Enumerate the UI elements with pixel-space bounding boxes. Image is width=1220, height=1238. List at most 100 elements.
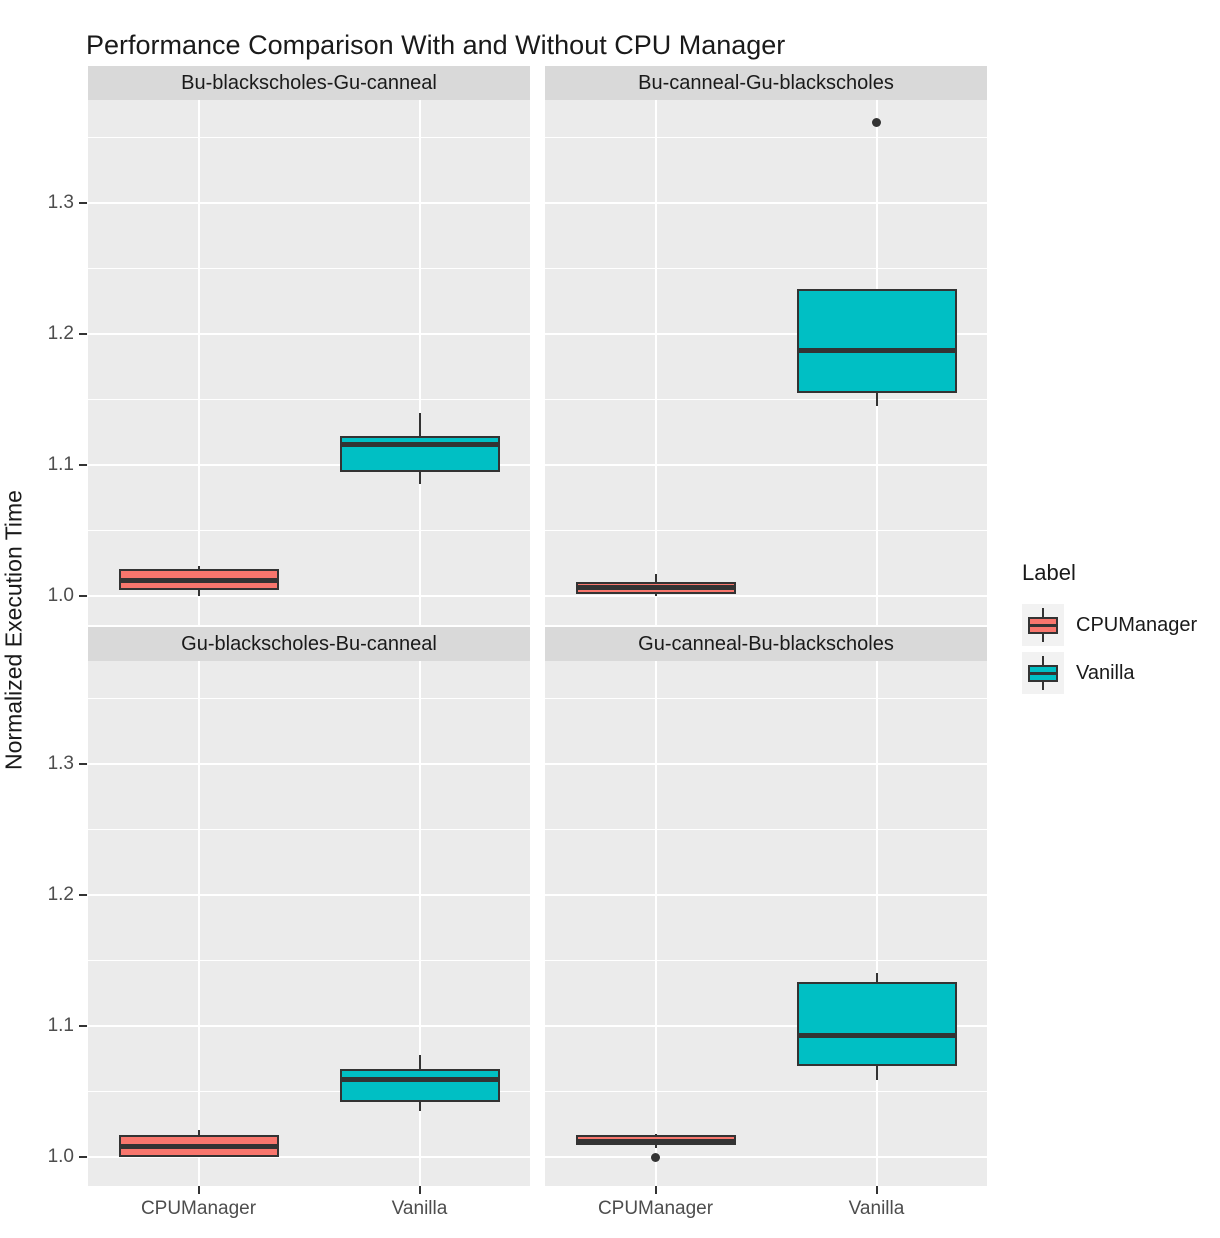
minor-gridline (545, 960, 987, 962)
y-tick-label: 1.2 (47, 884, 74, 906)
legend: Label CPUManager Vanilla (1022, 560, 1197, 700)
major-gridline (545, 763, 987, 766)
median-line (796, 347, 957, 353)
y-tick-mark (79, 894, 87, 897)
minor-gridline (545, 530, 987, 532)
median-line (575, 1138, 736, 1144)
legend-key (1022, 604, 1064, 646)
major-gridline (88, 1025, 530, 1028)
major-gridline (545, 333, 987, 336)
major-gridline (88, 202, 530, 205)
major-gridline-x (197, 100, 200, 625)
lower-whisker (654, 1145, 657, 1149)
y-tick-mark (79, 1156, 87, 1159)
major-gridline-x (654, 661, 657, 1186)
lower-whisker (875, 1065, 878, 1080)
median-line (339, 1077, 500, 1083)
minor-gridline (545, 268, 987, 270)
minor-gridline (88, 829, 530, 831)
y-tick-mark (79, 202, 87, 205)
facet-panel (545, 100, 987, 625)
facet-strip: Gu-canneal-Bu-blackscholes (545, 627, 987, 661)
y-tick-mark (79, 763, 87, 766)
median-line (339, 441, 500, 447)
facet-panel (545, 661, 987, 1186)
minor-gridline (88, 399, 530, 401)
minor-gridline (88, 137, 530, 139)
legend-label: Vanilla (1076, 661, 1135, 684)
legend-item-vanilla: Vanilla (1022, 652, 1197, 694)
legend-title: Label (1022, 560, 1076, 585)
x-tick-mark (654, 1186, 657, 1194)
major-gridline (88, 763, 530, 766)
y-tick-mark (79, 464, 87, 467)
y-tick-mark (79, 1025, 87, 1028)
median-line (575, 584, 736, 590)
minor-gridline (545, 698, 987, 700)
major-gridline (545, 1156, 987, 1159)
minor-gridline (88, 268, 530, 270)
minor-gridline (88, 1091, 530, 1093)
major-gridline (545, 595, 987, 598)
y-tick-label: 1.0 (47, 585, 74, 607)
legend-key-median (1030, 624, 1056, 627)
x-tick-label: CPUManager (140, 1198, 257, 1219)
y-tick-label: 1.2 (47, 323, 74, 345)
box (796, 981, 957, 1066)
upper-whisker (197, 1129, 200, 1135)
median-line (118, 577, 279, 583)
upper-whisker (654, 1133, 657, 1135)
major-gridline-x (418, 661, 421, 1186)
lower-whisker (418, 471, 421, 484)
major-gridline (545, 894, 987, 897)
minor-gridline (88, 698, 530, 700)
upper-whisker (197, 566, 200, 569)
lower-whisker (197, 589, 200, 597)
major-gridline-x (875, 661, 878, 1186)
minor-gridline (545, 399, 987, 401)
y-tick-mark (79, 595, 87, 598)
lower-whisker (418, 1102, 421, 1112)
minor-gridline (88, 960, 530, 962)
median-line (118, 1144, 279, 1150)
upper-whisker (418, 412, 421, 437)
x-tick-label: Vanilla (848, 1198, 905, 1219)
y-tick-label: 1.1 (47, 454, 74, 476)
upper-whisker (875, 972, 878, 982)
major-gridline-x (418, 100, 421, 625)
minor-gridline (545, 1091, 987, 1093)
lower-whisker (875, 393, 878, 407)
major-gridline-x (654, 100, 657, 625)
outlier-point (872, 117, 881, 127)
major-gridline (88, 1156, 530, 1159)
major-gridline (88, 595, 530, 598)
y-axis-title: Normalized Execution Time (0, 490, 27, 770)
y-tick-mark (79, 333, 87, 336)
x-tick-label: Vanilla (391, 1198, 448, 1219)
major-gridline (545, 202, 987, 205)
major-gridline (88, 894, 530, 897)
legend-label: CPUManager (1076, 613, 1198, 636)
x-tick-label: CPUManager (597, 1198, 714, 1219)
x-tick-mark (875, 1186, 878, 1194)
x-tick-mark (418, 1186, 421, 1194)
facet-panel (88, 661, 530, 1186)
facet-strip: Bu-canneal-Gu-blackscholes (545, 66, 987, 100)
minor-gridline (88, 530, 530, 532)
major-gridline (88, 464, 530, 467)
legend-item-cpumanager: CPUManager (1022, 604, 1197, 646)
facet-strip: Bu-blackscholes-Gu-canneal (88, 66, 530, 100)
y-tick-label: 1.3 (47, 753, 74, 775)
outlier-point (651, 1152, 660, 1162)
chart-title: Performance Comparison With and Without … (86, 30, 786, 60)
x-tick-mark (197, 1186, 200, 1194)
minor-gridline (545, 829, 987, 831)
legend-key-median (1030, 672, 1056, 675)
major-gridline-x (197, 661, 200, 1186)
y-tick-label: 1.0 (47, 1146, 74, 1168)
major-gridline (88, 333, 530, 336)
median-line (796, 1032, 957, 1038)
major-gridline (545, 1025, 987, 1028)
box (796, 288, 957, 394)
